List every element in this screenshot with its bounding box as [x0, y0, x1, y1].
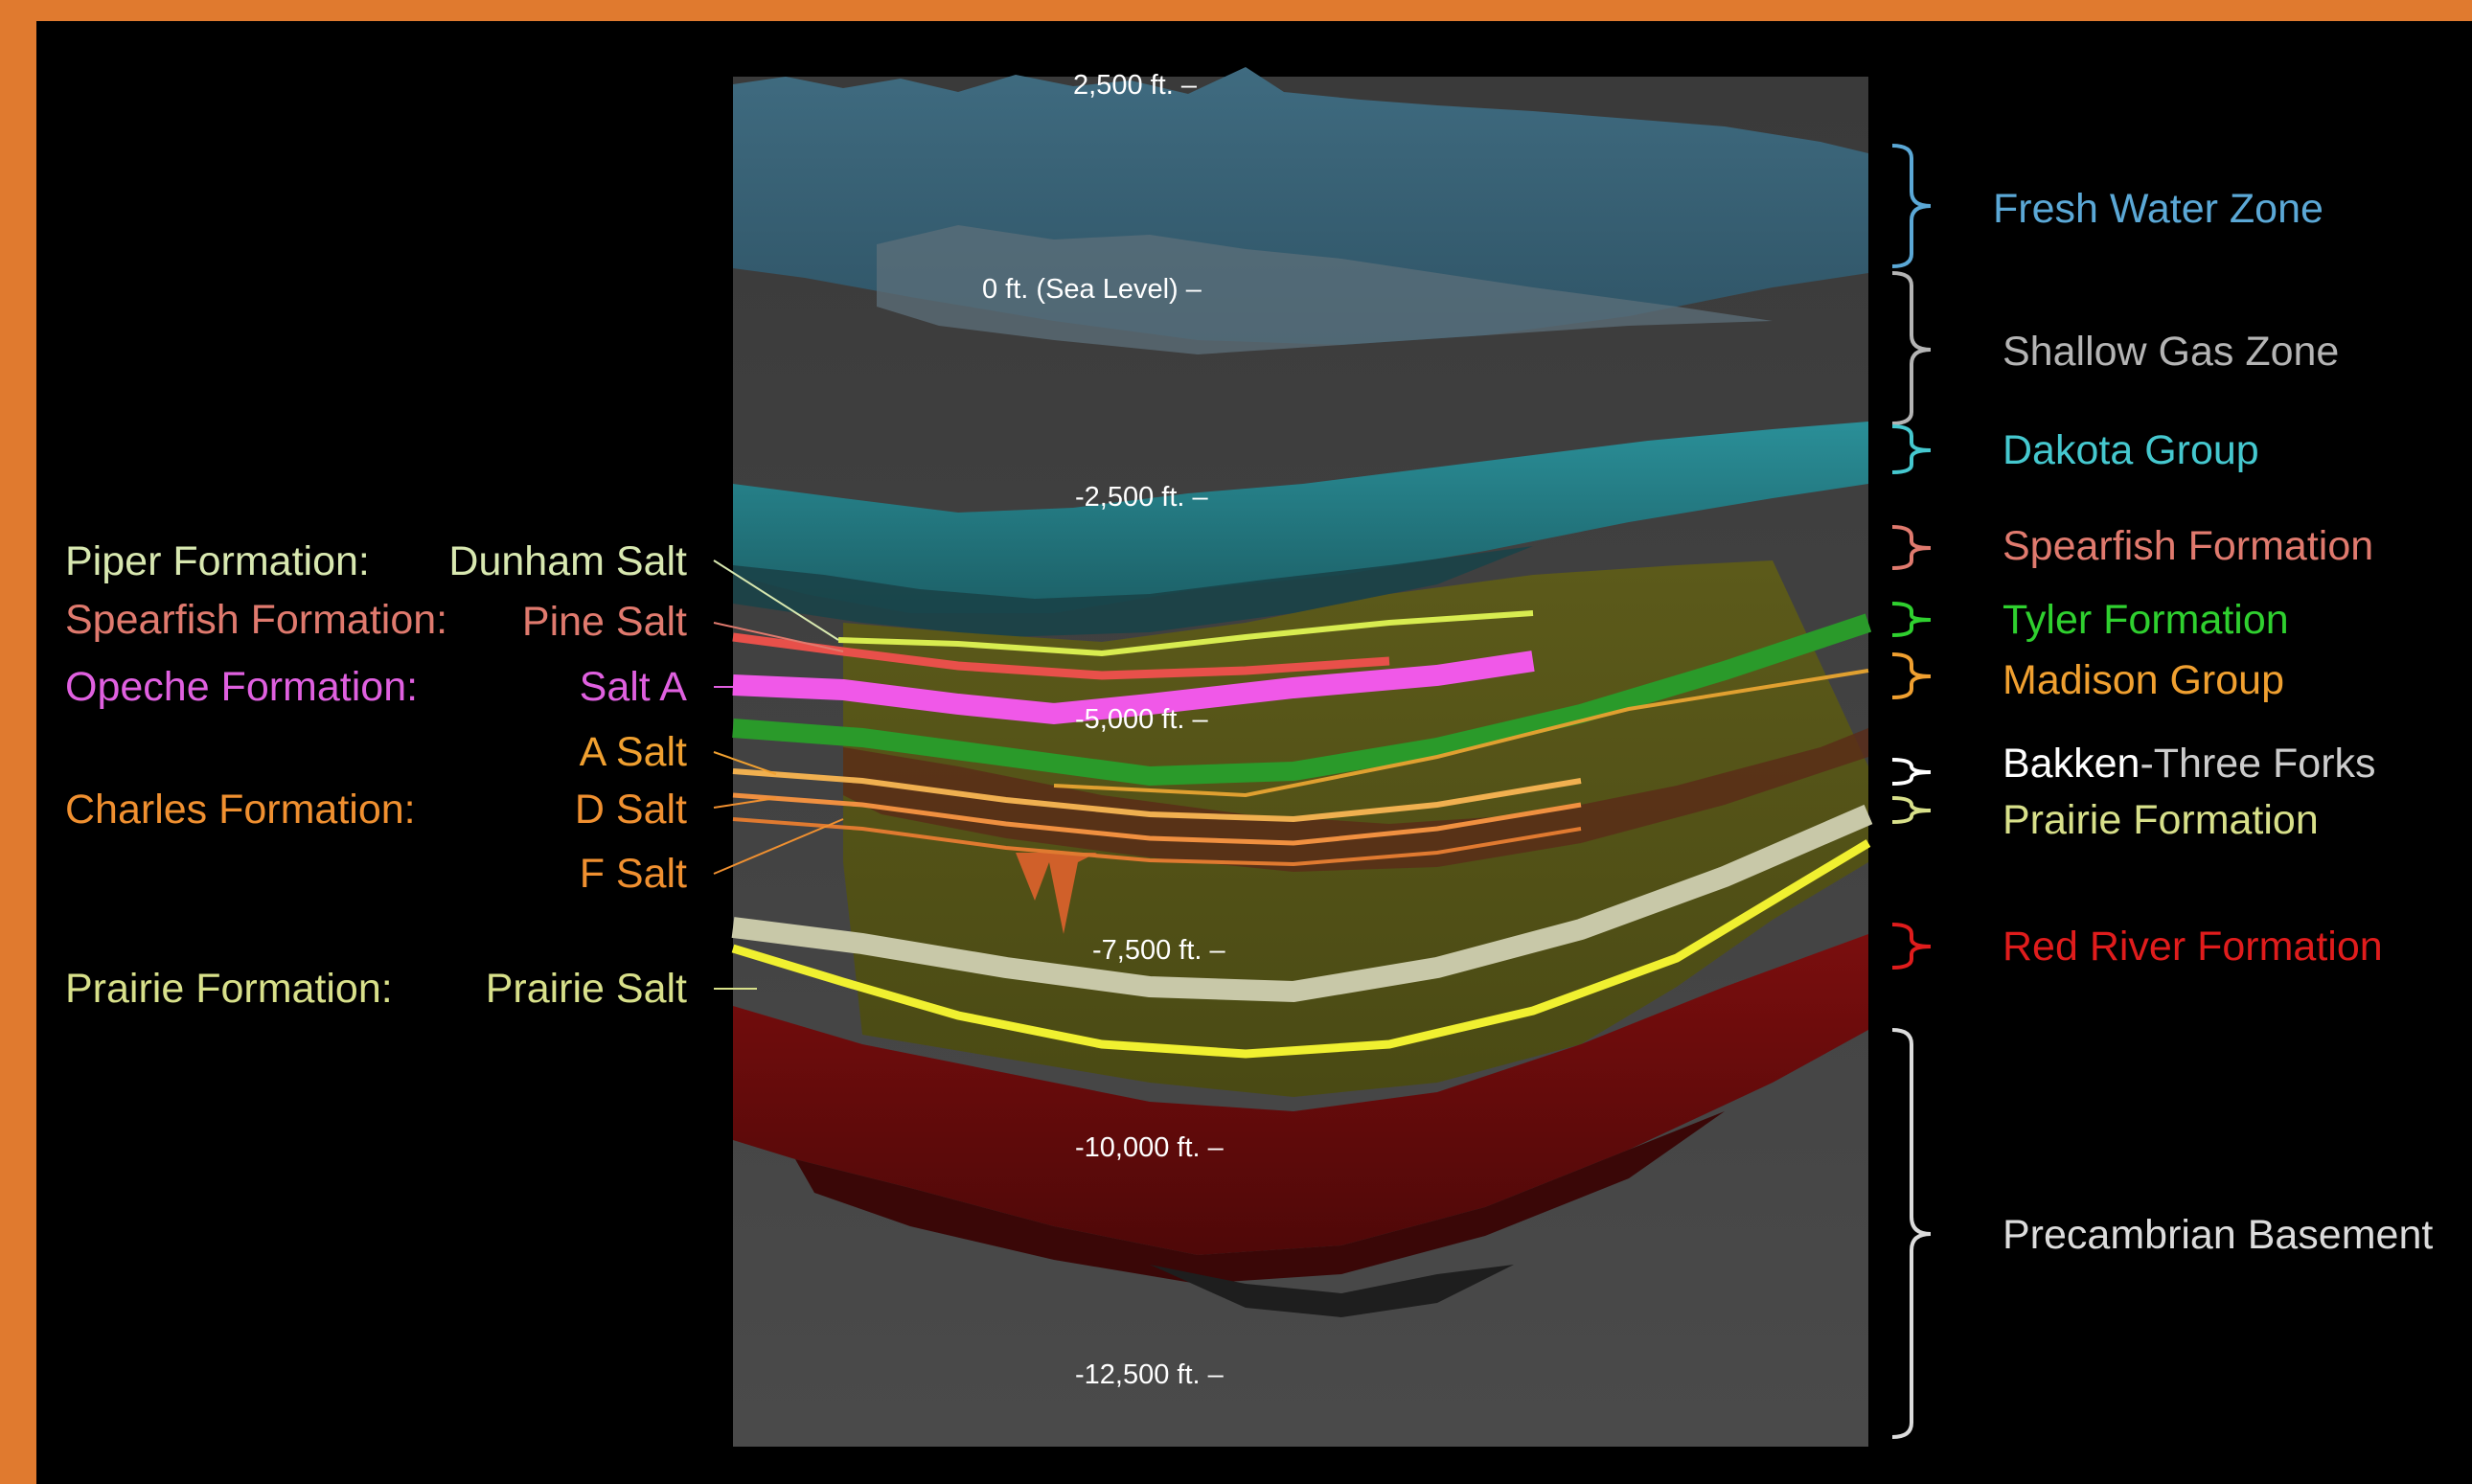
left-leader-lines: [713, 559, 844, 990]
depth-label-minus-2500: -2,500 ft. –: [1075, 482, 1209, 513]
frame-border-left: [0, 0, 36, 1484]
bracket-fresh-water: [1891, 144, 1932, 268]
right-labels: Fresh Water Zone Shallow Gas Zone Dakota…: [1993, 186, 2433, 1258]
bracket-red-river: [1891, 923, 1932, 970]
label-bakken-three-forks: Bakken-Three Forks: [2003, 741, 2376, 787]
label-spearfish-formation-left: Spearfish Formation:: [65, 597, 447, 643]
red-river-layer: [733, 934, 1868, 1255]
bakken-line: [731, 804, 1873, 1003]
left-labels: Piper Formation: Dunham Salt Spearfish F…: [65, 538, 687, 1012]
bracket-precambrian: [1891, 1028, 1932, 1439]
label-madison-group: Madison Group: [2003, 657, 2284, 703]
label-prairie-formation-right: Prairie Formation: [2003, 797, 2319, 843]
bracket-prairie: [1891, 796, 1932, 824]
charles-body: [843, 728, 1868, 872]
label-piper-formation: Piper Formation:: [65, 538, 370, 584]
d-salt-line: [732, 792, 1582, 846]
frame-border-top: [0, 0, 2472, 21]
label-red-river-formation: Red River Formation: [2003, 924, 2383, 970]
dakota-lower-texture: [733, 546, 1533, 637]
label-bakken: Bakken: [2003, 741, 2140, 787]
label-tyler-formation: Tyler Formation: [2003, 597, 2289, 643]
depth-label-2500: 2,500 ft. –: [1073, 70, 1198, 101]
tyler-line: [732, 613, 1872, 787]
label-shallow-gas-zone: Shallow Gas Zone: [2003, 329, 2339, 375]
label-prairie-formation-left: Prairie Formation:: [65, 966, 393, 1012]
pine-leader: [713, 622, 844, 652]
label-a-salt: A Salt: [580, 729, 687, 775]
prairie-salt-line: [731, 839, 1871, 1059]
label-opeche-formation: Opeche Formation:: [65, 664, 418, 710]
label-three-forks: -Three Forks: [2140, 741, 2375, 787]
sea-level-surface: [877, 225, 1773, 354]
charles-stalactites: [1016, 853, 1097, 934]
bracket-bakken: [1891, 758, 1932, 786]
label-salt-a: Salt A: [580, 664, 688, 710]
a-salt-line: [732, 768, 1582, 823]
dunham-leader: [713, 559, 839, 641]
bracket-dakota: [1891, 424, 1932, 474]
f-salt-line: [732, 817, 1582, 867]
label-fresh-water-zone: Fresh Water Zone: [1993, 186, 2323, 232]
label-charles-formation: Charles Formation:: [65, 787, 416, 833]
depth-label-minus-12500: -12,500 ft. –: [1075, 1359, 1225, 1390]
dakota-layer: [733, 422, 1868, 613]
label-d-salt: D Salt: [575, 787, 687, 833]
bracket-tyler: [1891, 602, 1932, 637]
label-pine-salt: Pine Salt: [522, 599, 687, 645]
depth-label-sea-level: 0 ft. (Sea Level) –: [982, 274, 1202, 305]
label-prairie-salt: Prairie Salt: [486, 966, 687, 1012]
label-dakota-group: Dakota Group: [2003, 427, 2259, 473]
bracket-madison: [1891, 652, 1932, 699]
d-salt-leader: [713, 797, 777, 809]
f-salt-leader: [713, 818, 844, 875]
depth-label-minus-10000: -10,000 ft. –: [1075, 1132, 1225, 1163]
depth-label-minus-5000: -5,000 ft. –: [1075, 704, 1209, 735]
red-river-lower: [795, 1111, 1725, 1284]
bracket-spearfish: [1891, 525, 1932, 570]
label-spearfish-formation-right: Spearfish Formation: [2003, 523, 2373, 569]
madison-line: [1053, 669, 1869, 798]
right-brackets: [1891, 144, 1932, 1439]
pine-salt-line: [732, 632, 1390, 680]
precambrian-basin: [1150, 1265, 1514, 1317]
label-f-salt: F Salt: [580, 851, 687, 897]
dunham-salt-line: [837, 610, 1534, 657]
a-salt-leader: [713, 751, 777, 775]
label-dunham-salt: Dunham Salt: [448, 538, 687, 584]
label-precambrian-basement: Precambrian Basement: [2003, 1212, 2433, 1258]
bracket-shallow-gas: [1891, 271, 1932, 425]
salt-a-line: [732, 651, 1535, 725]
depth-label-minus-7500: -7,500 ft. –: [1092, 935, 1226, 966]
